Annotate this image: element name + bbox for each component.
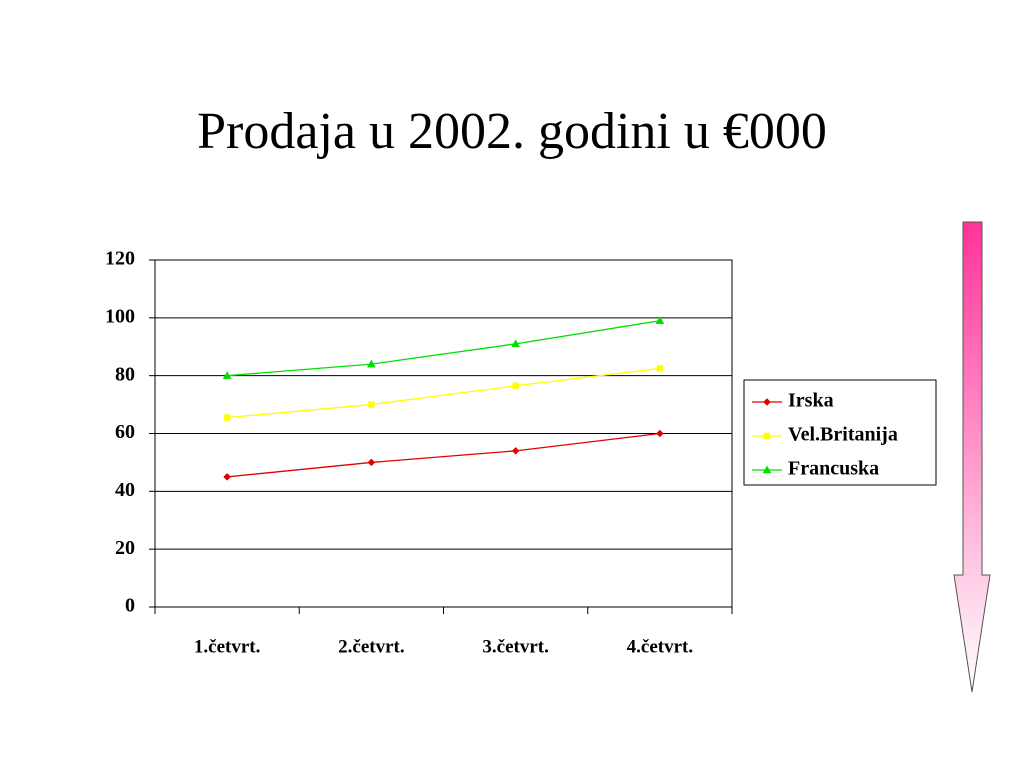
x-tick-label: 3.četvrt. [482, 636, 548, 657]
data-point [512, 382, 519, 390]
decor-arrow [953, 221, 991, 693]
y-tick-label: 0 [125, 595, 135, 617]
y-tick-label: 20 [115, 537, 135, 559]
legend-label: Vel.Britanija [788, 424, 898, 446]
data-point [368, 401, 375, 408]
y-tick-label: 100 [105, 305, 135, 327]
legend-marker [763, 398, 771, 406]
legend-box [743, 379, 937, 486]
y-tick-label: 60 [115, 421, 135, 443]
y-tick-label: 40 [115, 479, 135, 501]
series-line [227, 320, 660, 377]
data-point [656, 429, 664, 438]
data-point [366, 359, 376, 368]
y-tick-label: 120 [105, 248, 135, 270]
y-tick-label: 80 [115, 363, 135, 385]
data-point [223, 473, 231, 481]
legend-marker [762, 465, 772, 474]
series-line [227, 367, 660, 419]
legend-label: Irska [788, 390, 834, 412]
data-point [511, 446, 520, 455]
legend-label: Francuska [788, 458, 879, 480]
data-point [223, 414, 231, 421]
series-line [227, 432, 660, 478]
x-tick-label: 4.četvrt. [627, 636, 693, 657]
x-tick-label: 1.četvrt. [194, 636, 260, 657]
legend-marker [763, 432, 771, 440]
data-point [367, 458, 376, 467]
data-point [222, 371, 232, 379]
data-point [511, 339, 521, 348]
chart-title: Prodaja u 2002. godini u €000 [197, 103, 827, 160]
x-tick-label: 2.četvrt. [338, 636, 404, 657]
data-point [655, 316, 665, 324]
data-point [656, 365, 664, 372]
